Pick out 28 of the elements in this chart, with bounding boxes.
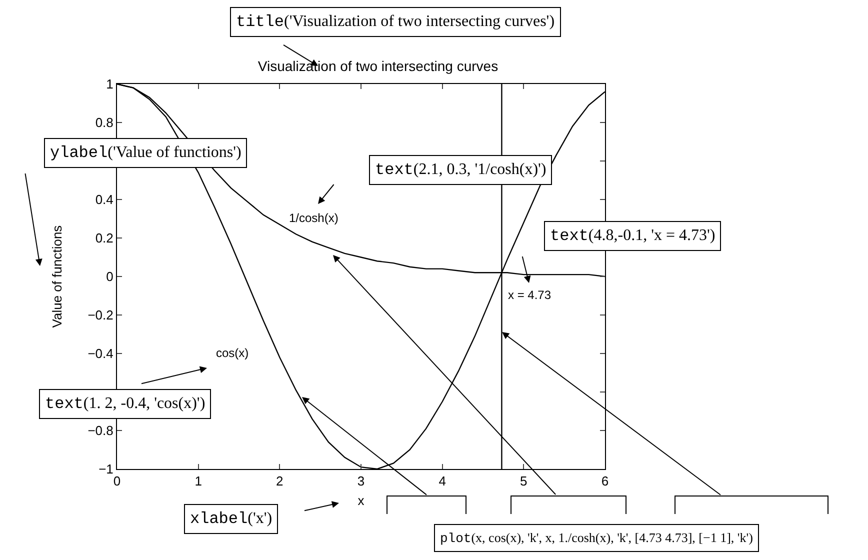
y-tick-label: 0.2 <box>95 230 114 246</box>
annotation: 1/cosh(x) <box>289 211 338 225</box>
y-tick-label: 0 <box>106 269 114 284</box>
y-tick-label: −0.2 <box>88 308 114 323</box>
annotation: cos(x) <box>216 346 249 360</box>
y-tick-label: −1 <box>98 462 114 477</box>
y-tick-label: −0.4 <box>88 346 114 362</box>
annotation: text(1. 2, -0.4, 'cos(x)') <box>45 395 206 413</box>
annotation: ylabel('Value of functions') <box>50 144 242 162</box>
y-axis-title: Value of functions <box>50 224 65 328</box>
y-tick-label: 0.8 <box>95 115 114 130</box>
annotation: text(2.1, 0.3, '1/cosh(x)') <box>375 161 546 179</box>
x-tick-label: 4 <box>438 474 446 489</box>
chart-title: Visualization of two intersecting curves <box>258 58 498 74</box>
x-tick-label: 5 <box>520 474 528 489</box>
y-tick-label: −0.8 <box>88 423 114 438</box>
annotation: text(4.8,-0.1, 'x = 4.73') <box>550 227 716 245</box>
y-tick-label: 0.4 <box>95 192 114 208</box>
text: xlabel('x') <box>190 510 272 528</box>
y-tick-label: 1 <box>106 76 114 92</box>
x-tick-label: 3 <box>357 474 365 489</box>
x-axis-title: x <box>358 493 365 508</box>
x-tick-label: 1 <box>194 474 202 489</box>
x-tick-label: 2 <box>276 474 284 489</box>
text: plot(x, cos(x), 'k', x, 1./cosh(x), 'k', [4.73 4.73], [−1 1], 'k') <box>440 530 753 546</box>
text: title('Visualization of two intersecting curves') <box>236 13 555 31</box>
x-tick-label: 6 <box>601 474 609 489</box>
annotation: x = 4.73 <box>508 288 552 302</box>
